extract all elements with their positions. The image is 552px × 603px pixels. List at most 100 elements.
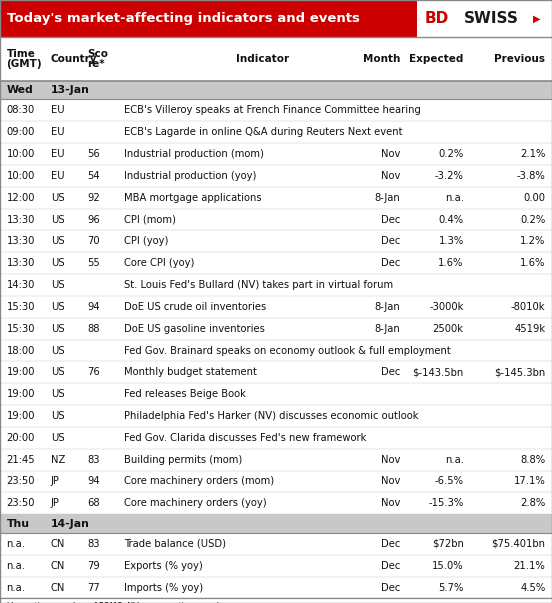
- Text: 20:00: 20:00: [7, 433, 35, 443]
- Text: Time
(GMT): Time (GMT): [7, 49, 43, 69]
- Text: 19:00: 19:00: [7, 367, 35, 377]
- Text: JP: JP: [51, 476, 60, 487]
- Text: CPI (yoy): CPI (yoy): [124, 236, 168, 247]
- Text: Exports (% yoy): Exports (% yoy): [124, 561, 203, 570]
- Bar: [0, 449, 552, 470]
- Text: Wed: Wed: [7, 85, 33, 95]
- Text: V = voting member of FOMC. NV = non-voting member: V = voting member of FOMC. NV = non-voti…: [7, 602, 229, 603]
- Text: Sco
re*: Sco re*: [87, 49, 108, 69]
- Text: Trade balance (USD): Trade balance (USD): [124, 539, 226, 549]
- Text: 10:00: 10:00: [7, 171, 35, 181]
- Bar: [0, 99, 552, 121]
- Text: Nov: Nov: [381, 149, 400, 159]
- Text: CN: CN: [51, 539, 65, 549]
- Bar: [0, 296, 552, 318]
- Text: US: US: [51, 367, 65, 377]
- Text: 21:45: 21:45: [7, 455, 35, 465]
- Text: 83: 83: [87, 539, 100, 549]
- Text: 0.00: 0.00: [523, 193, 545, 203]
- Text: -6.5%: -6.5%: [434, 476, 464, 487]
- Text: SWISS: SWISS: [464, 11, 518, 26]
- Text: Previous: Previous: [495, 54, 545, 64]
- Text: 14:30: 14:30: [7, 280, 35, 290]
- Bar: [0, 209, 552, 230]
- Text: 2.8%: 2.8%: [520, 498, 545, 508]
- Text: 8-Jan: 8-Jan: [374, 193, 400, 203]
- Bar: [0, 143, 552, 165]
- Text: 94: 94: [87, 476, 100, 487]
- Text: US: US: [51, 389, 65, 399]
- Text: 12:00: 12:00: [7, 193, 35, 203]
- Text: Country: Country: [51, 54, 97, 64]
- Bar: [0, 533, 552, 555]
- Bar: [0, 81, 552, 99]
- Text: CPI (mom): CPI (mom): [124, 215, 176, 224]
- Text: 1.3%: 1.3%: [438, 236, 464, 247]
- Text: -8010k: -8010k: [511, 302, 545, 312]
- Text: 8.8%: 8.8%: [520, 455, 545, 465]
- Text: EU: EU: [51, 171, 65, 181]
- Text: 4519k: 4519k: [514, 324, 545, 333]
- Text: Dec: Dec: [381, 215, 400, 224]
- Text: Building permits (mom): Building permits (mom): [124, 455, 242, 465]
- Bar: [0, 514, 552, 533]
- Text: 94: 94: [87, 302, 100, 312]
- Text: EU: EU: [51, 149, 65, 159]
- Text: 1.6%: 1.6%: [520, 258, 545, 268]
- Text: US: US: [51, 324, 65, 333]
- Text: Dec: Dec: [381, 539, 400, 549]
- Text: US: US: [51, 193, 65, 203]
- Text: Nov: Nov: [381, 455, 400, 465]
- Text: $-143.5bn: $-143.5bn: [412, 367, 464, 377]
- Text: BD: BD: [425, 11, 449, 26]
- Text: US: US: [51, 411, 65, 421]
- Text: 0.2%: 0.2%: [520, 215, 545, 224]
- Text: 21.1%: 21.1%: [513, 561, 545, 570]
- Text: -3.8%: -3.8%: [517, 171, 545, 181]
- Text: Indicator: Indicator: [236, 54, 289, 64]
- Bar: [0, 470, 552, 493]
- Bar: [0, 318, 552, 339]
- Text: 0.4%: 0.4%: [438, 215, 464, 224]
- Text: ECB's Lagarde in online Q&A during Reuters Next event: ECB's Lagarde in online Q&A during Reute…: [124, 127, 403, 137]
- Text: 2.1%: 2.1%: [520, 149, 545, 159]
- Text: 15.0%: 15.0%: [432, 561, 464, 570]
- Text: n.a.: n.a.: [7, 582, 25, 593]
- Bar: [0, 576, 552, 598]
- Text: Fed Gov. Brainard speaks on economy outlook & full employment: Fed Gov. Brainard speaks on economy outl…: [124, 346, 451, 356]
- Text: 17.1%: 17.1%: [513, 476, 545, 487]
- Bar: [0, 252, 552, 274]
- Text: $72bn: $72bn: [432, 539, 464, 549]
- Text: 13:30: 13:30: [7, 215, 35, 224]
- Text: US: US: [51, 433, 65, 443]
- Text: Nov: Nov: [381, 476, 400, 487]
- Text: 19:00: 19:00: [7, 411, 35, 421]
- Text: MBA mortgage applications: MBA mortgage applications: [124, 193, 262, 203]
- Text: Dec: Dec: [381, 258, 400, 268]
- Text: 77: 77: [87, 582, 100, 593]
- Text: 8-Jan: 8-Jan: [374, 302, 400, 312]
- Text: Nov: Nov: [381, 171, 400, 181]
- Text: St. Louis Fed's Bullard (NV) takes part in virtual forum: St. Louis Fed's Bullard (NV) takes part …: [124, 280, 394, 290]
- Text: 13:30: 13:30: [7, 236, 35, 247]
- Text: US: US: [51, 258, 65, 268]
- Text: Core machinery orders (yoy): Core machinery orders (yoy): [124, 498, 267, 508]
- Text: 8-Jan: 8-Jan: [374, 324, 400, 333]
- Text: n.a.: n.a.: [7, 561, 25, 570]
- Text: US: US: [51, 215, 65, 224]
- Text: 15:30: 15:30: [7, 324, 35, 333]
- Text: NZ: NZ: [51, 455, 65, 465]
- Text: 14-Jan: 14-Jan: [51, 519, 89, 529]
- Text: Dec: Dec: [381, 367, 400, 377]
- Text: n.a.: n.a.: [7, 539, 25, 549]
- Text: Month: Month: [363, 54, 400, 64]
- Text: ▶: ▶: [533, 14, 540, 24]
- Bar: [417, 0, 552, 37]
- Text: Fed Gov. Clarida discusses Fed's new framework: Fed Gov. Clarida discusses Fed's new fra…: [124, 433, 367, 443]
- Bar: [0, 165, 552, 187]
- Text: Fed releases Beige Book: Fed releases Beige Book: [124, 389, 246, 399]
- Text: $-145.3bn: $-145.3bn: [494, 367, 545, 377]
- Text: US: US: [51, 236, 65, 247]
- Text: Philadelphia Fed's Harker (NV) discusses economic outlook: Philadelphia Fed's Harker (NV) discusses…: [124, 411, 419, 421]
- Bar: [0, 384, 552, 405]
